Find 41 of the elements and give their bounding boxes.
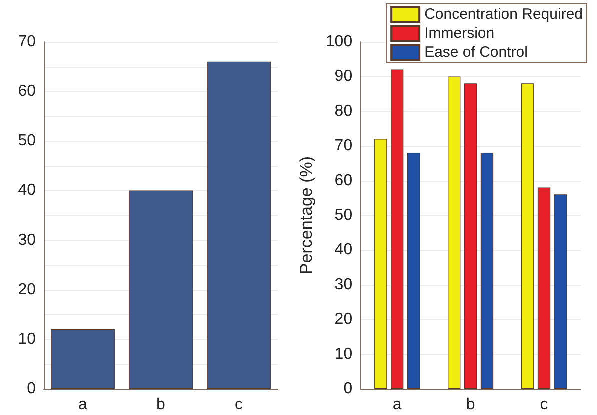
y-tick-label: 60: [18, 83, 36, 100]
bar: [207, 62, 271, 389]
legend-label: Concentration Required: [424, 6, 584, 23]
y-tick-label: 90: [334, 68, 353, 86]
y-tick-label: 10: [334, 346, 353, 363]
y-tick-label: 50: [334, 207, 353, 224]
y-tick-label: 0: [27, 380, 36, 398]
x-tick-label: b: [156, 396, 166, 414]
bar: [129, 190, 193, 389]
y-tick-label: 20: [18, 281, 36, 298]
legend-label: Ease of Control: [424, 44, 528, 61]
bar: [391, 70, 404, 389]
y-tick-label: 40: [18, 182, 36, 200]
x-tick-label: a: [392, 396, 402, 414]
y-tick-label: 10: [18, 330, 36, 348]
y-tick-label: 60: [334, 172, 353, 190]
y-tick-label: 70: [334, 138, 353, 155]
y-axis-title: Percentage (%): [297, 156, 316, 275]
y-tick-label: 0: [344, 380, 353, 398]
x-tick-label: a: [78, 396, 88, 414]
legend-label: Immersion: [424, 25, 495, 42]
bar: [464, 84, 478, 389]
y-tick-label: 30: [18, 232, 36, 249]
bar: [480, 153, 494, 389]
y-tick-label: 40: [334, 242, 353, 259]
bar: [521, 84, 534, 389]
x-tick-label: b: [466, 396, 476, 414]
y-tick-label: 70: [18, 34, 36, 50]
x-tick-label: c: [235, 396, 243, 414]
y-tick-label: 80: [334, 102, 353, 120]
y-tick-label: 50: [18, 132, 36, 150]
bar: [448, 76, 461, 389]
bar: [554, 194, 568, 389]
y-tick-label: 30: [334, 276, 353, 294]
y-tick-label: 20: [334, 311, 353, 328]
y-tick-label: 100: [326, 34, 353, 50]
x-tick-label: c: [540, 396, 548, 414]
bar: [407, 153, 420, 389]
bar: [374, 139, 388, 389]
bar: [51, 330, 115, 389]
bar: [538, 188, 551, 389]
